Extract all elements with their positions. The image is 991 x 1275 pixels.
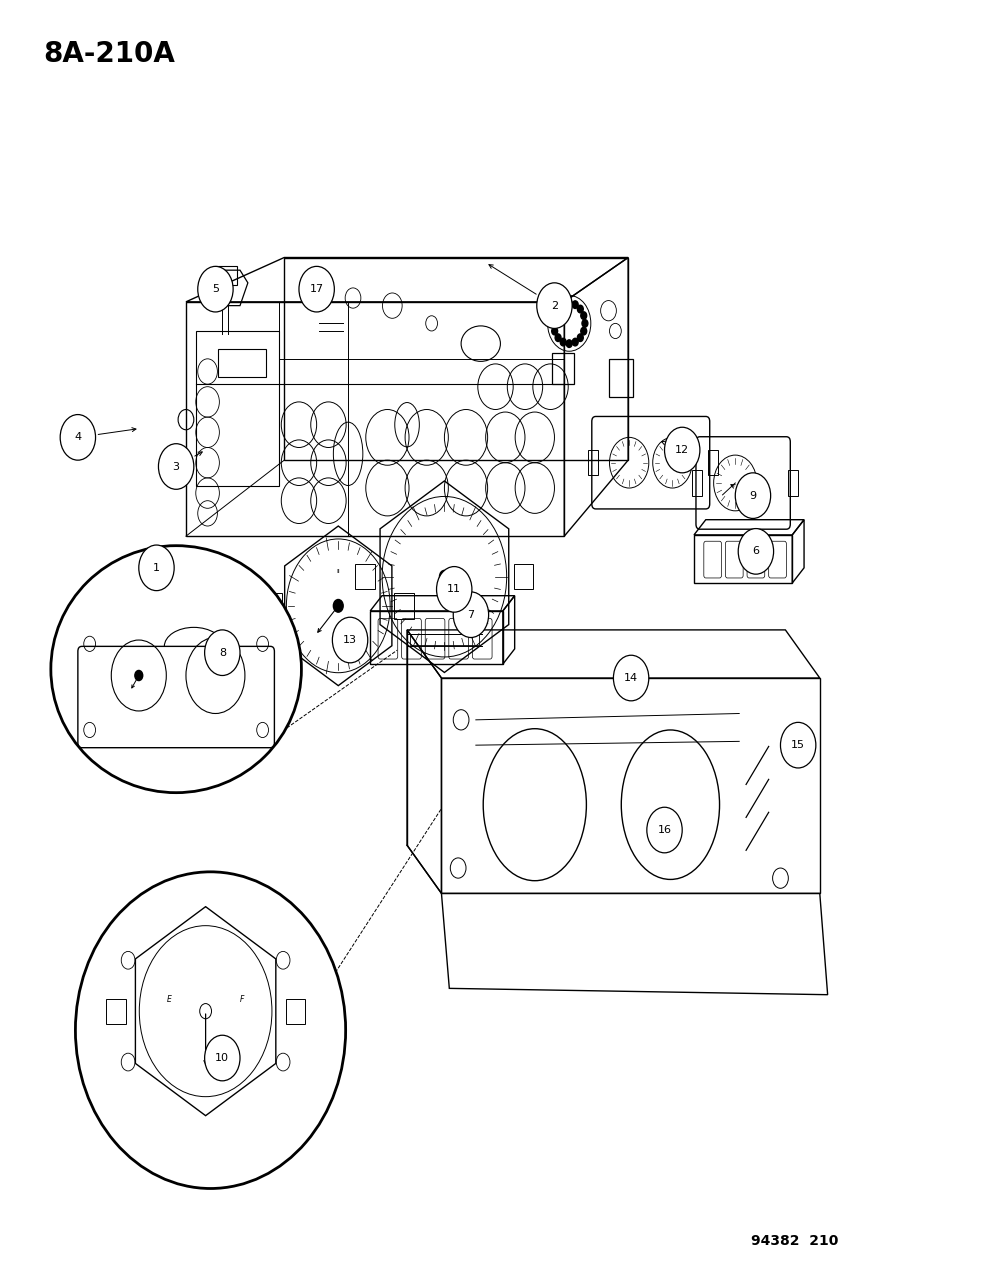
Circle shape [439, 570, 449, 583]
Text: 9: 9 [749, 491, 756, 501]
Text: 6: 6 [752, 547, 759, 556]
Circle shape [135, 671, 143, 681]
Text: 10: 10 [215, 1053, 229, 1063]
Circle shape [552, 328, 558, 335]
Circle shape [560, 301, 566, 309]
Circle shape [453, 592, 489, 638]
Text: 94382  210: 94382 210 [751, 1234, 838, 1248]
Circle shape [582, 320, 588, 328]
Text: 2: 2 [551, 301, 558, 311]
Circle shape [333, 599, 343, 612]
Text: E: E [166, 996, 171, 1005]
Text: 14: 14 [624, 673, 638, 683]
Circle shape [60, 414, 95, 460]
Circle shape [647, 807, 682, 853]
Circle shape [781, 723, 816, 768]
Circle shape [555, 334, 561, 342]
Circle shape [537, 283, 572, 329]
Circle shape [159, 444, 194, 490]
Circle shape [551, 320, 556, 328]
Text: 3: 3 [172, 462, 179, 472]
Text: F: F [240, 996, 245, 1005]
Circle shape [566, 300, 572, 307]
Circle shape [566, 340, 572, 347]
Circle shape [572, 301, 578, 309]
Circle shape [572, 338, 578, 346]
Text: 16: 16 [657, 825, 672, 835]
Circle shape [578, 334, 584, 342]
Circle shape [738, 529, 774, 574]
Circle shape [198, 266, 233, 312]
Text: 11: 11 [447, 584, 461, 594]
Circle shape [204, 630, 240, 676]
Ellipse shape [75, 872, 346, 1188]
Circle shape [299, 266, 334, 312]
Text: 5: 5 [212, 284, 219, 295]
Circle shape [665, 427, 700, 473]
Circle shape [578, 305, 584, 312]
Circle shape [581, 312, 587, 320]
Circle shape [581, 328, 587, 335]
Text: 4: 4 [74, 432, 81, 442]
Circle shape [139, 544, 174, 590]
Circle shape [552, 312, 558, 320]
Text: 8A-210A: 8A-210A [44, 40, 175, 68]
Circle shape [555, 305, 561, 312]
Circle shape [613, 655, 649, 701]
Text: 12: 12 [675, 445, 690, 455]
Text: 13: 13 [343, 635, 357, 645]
Text: 8: 8 [219, 648, 226, 658]
Circle shape [437, 566, 472, 612]
Text: 1: 1 [153, 562, 160, 572]
Text: II: II [336, 569, 340, 574]
Circle shape [560, 338, 566, 346]
Text: 15: 15 [791, 741, 805, 750]
Circle shape [735, 473, 771, 519]
Text: 17: 17 [309, 284, 324, 295]
Text: 7: 7 [468, 609, 475, 620]
Circle shape [204, 1035, 240, 1081]
Ellipse shape [51, 546, 301, 793]
Circle shape [332, 617, 368, 663]
